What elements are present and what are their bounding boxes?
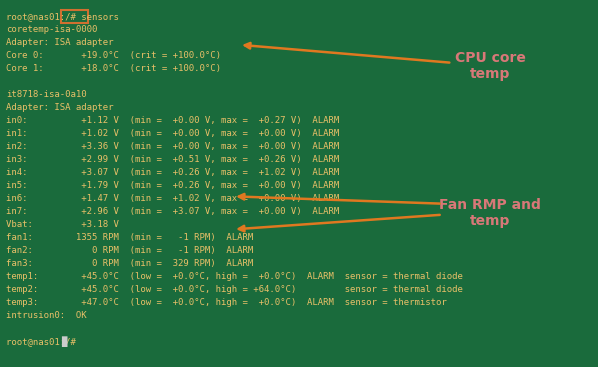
Text: in3:          +2.99 V  (min =  +0.51 V, max =  +0.26 V)  ALARM: in3: +2.99 V (min = +0.51 V, max = +0.26… (6, 155, 339, 164)
Text: temp1:        +45.0°C  (low =  +0.0°C, high =  +0.0°C)  ALARM  sensor = thermal : temp1: +45.0°C (low = +0.0°C, high = +0.… (6, 272, 463, 281)
Text: in0:          +1.12 V  (min =  +0.00 V, max =  +0.27 V)  ALARM: in0: +1.12 V (min = +0.00 V, max = +0.27… (6, 116, 339, 125)
Text: Adapter: ISA adapter: Adapter: ISA adapter (6, 38, 114, 47)
Text: fan2:           0 RPM  (min =   -1 RPM)  ALARM: fan2: 0 RPM (min = -1 RPM) ALARM (6, 246, 253, 255)
Text: it8718-isa-0a10: it8718-isa-0a10 (6, 90, 87, 99)
Text: Adapter: ISA adapter: Adapter: ISA adapter (6, 103, 114, 112)
Text: Fan RMP and
temp: Fan RMP and temp (440, 198, 541, 228)
Text: intrusion0:  OK: intrusion0: OK (6, 311, 87, 320)
Text: temp3:        +47.0°C  (low =  +0.0°C, high =  +0.0°C)  ALARM  sensor = thermist: temp3: +47.0°C (low = +0.0°C, high = +0.… (6, 298, 447, 307)
Text: CPU core
temp: CPU core temp (245, 43, 526, 81)
Text: Vbat:         +3.18 V: Vbat: +3.18 V (6, 220, 119, 229)
Text: root@nas01:/# sensors: root@nas01:/# sensors (6, 12, 119, 21)
Text: in5:          +1.79 V  (min =  +0.26 V, max =  +0.00 V)  ALARM: in5: +1.79 V (min = +0.26 V, max = +0.00… (6, 181, 339, 190)
Text: Core 0:       +19.0°C  (crit = +100.0°C): Core 0: +19.0°C (crit = +100.0°C) (6, 51, 221, 60)
Text: in1:          +1.02 V  (min =  +0.00 V, max =  +0.00 V)  ALARM: in1: +1.02 V (min = +0.00 V, max = +0.00… (6, 129, 339, 138)
Text: █: █ (60, 336, 66, 347)
Text: temp2:        +45.0°C  (low =  +0.0°C, high = +64.0°C)         sensor = thermal : temp2: +45.0°C (low = +0.0°C, high = +64… (6, 285, 463, 294)
Text: root@nas01:/#: root@nas01:/# (6, 337, 81, 346)
Text: in7:          +2.96 V  (min =  +3.07 V, max =  +0.00 V)  ALARM: in7: +2.96 V (min = +3.07 V, max = +0.00… (6, 207, 339, 216)
Text: fan1:        1355 RPM  (min =   -1 RPM)  ALARM: fan1: 1355 RPM (min = -1 RPM) ALARM (6, 233, 253, 242)
Text: in2:          +3.36 V  (min =  +0.00 V, max =  +0.00 V)  ALARM: in2: +3.36 V (min = +0.00 V, max = +0.00… (6, 142, 339, 151)
Text: in4:          +3.07 V  (min =  +0.26 V, max =  +1.02 V)  ALARM: in4: +3.07 V (min = +0.26 V, max = +1.02… (6, 168, 339, 177)
Text: coretemp-isa-0000: coretemp-isa-0000 (6, 25, 97, 34)
Text: Core 1:       +18.0°C  (crit = +100.0°C): Core 1: +18.0°C (crit = +100.0°C) (6, 64, 221, 73)
Text: in6:          +1.47 V  (min =  +1.02 V, max =  +0.00 V)  ALARM: in6: +1.47 V (min = +1.02 V, max = +0.00… (6, 194, 339, 203)
Text: fan3:           0 RPM  (min =  329 RPM)  ALARM: fan3: 0 RPM (min = 329 RPM) ALARM (6, 259, 253, 268)
Bar (60, 10, 88, 23)
